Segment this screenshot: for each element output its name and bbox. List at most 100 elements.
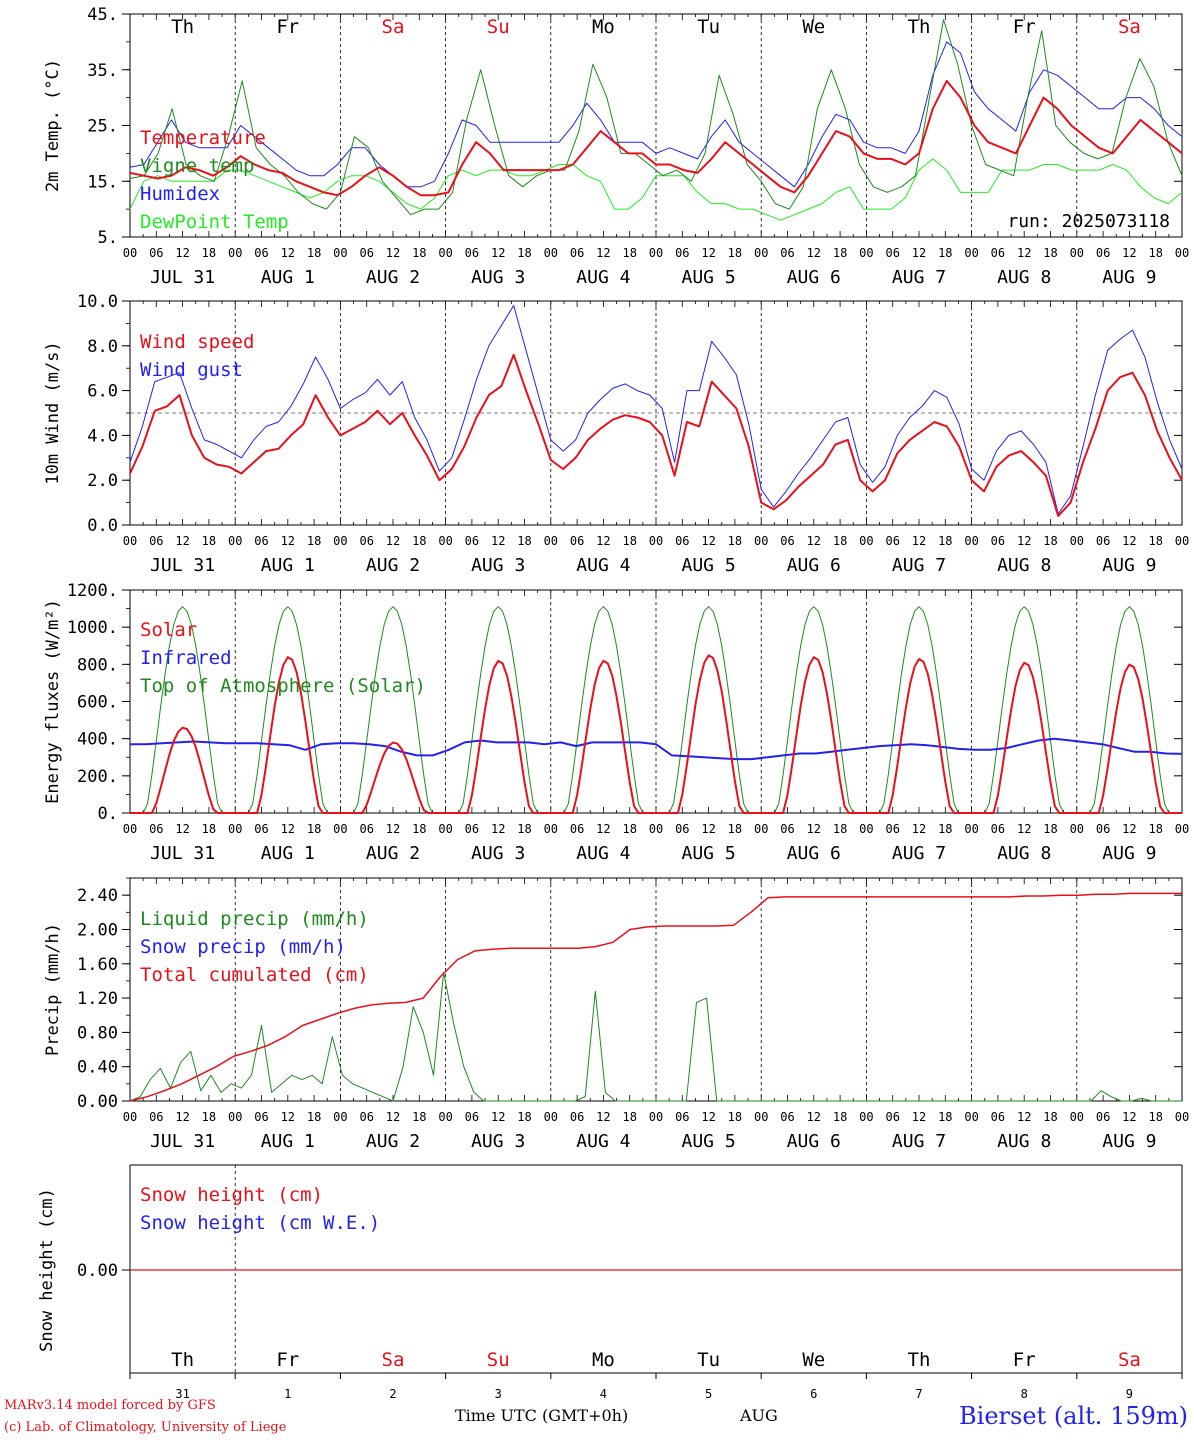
weekday-label: Sa	[382, 16, 405, 38]
hour-tick-label: 06	[1096, 822, 1110, 836]
y-tick-label: 2.0	[87, 471, 118, 491]
hour-tick-label: 18	[622, 1110, 636, 1124]
dewpoint-temp-line	[129, 158, 1183, 221]
hour-tick-label: 00	[228, 1110, 242, 1124]
date-label: AUG 9	[1102, 267, 1156, 288]
weekday-label: Fr	[1013, 1349, 1036, 1371]
hour-tick-label: 18	[202, 534, 216, 548]
hour-tick-label: 12	[912, 822, 926, 836]
y-tick-label: 2.00	[77, 920, 118, 940]
date-label: AUG 6	[787, 1131, 841, 1152]
date-label: AUG 2	[366, 555, 420, 576]
hour-tick-label: 12	[807, 246, 821, 260]
hour-tick-label: 00	[438, 822, 452, 836]
hour-tick-label: 06	[465, 1110, 479, 1124]
hour-tick-label: 12	[912, 534, 926, 548]
hour-tick-label: 12	[386, 1110, 400, 1124]
hour-tick-label: 00	[544, 1110, 558, 1124]
date-label: AUG 7	[892, 267, 946, 288]
weekday-label: Sa	[1118, 1349, 1141, 1371]
hour-tick-label: 12	[596, 822, 610, 836]
hour-tick-label: 18	[728, 1110, 742, 1124]
hour-tick-label: 18	[833, 246, 847, 260]
weekday-label: We	[802, 1349, 825, 1371]
hour-tick-label: 06	[570, 822, 584, 836]
y-tick-label: 35.	[87, 61, 118, 81]
date-label: JUL 31	[150, 555, 215, 576]
legend-entry: Total cumulated (cm)	[140, 964, 369, 986]
hour-tick-label: 06	[254, 822, 268, 836]
vigne-temp-line	[129, 19, 1183, 216]
hour-tick-label: 12	[1122, 534, 1136, 548]
temperature-line	[129, 79, 1183, 197]
weekday-label: Tu	[697, 1349, 720, 1371]
hour-tick-label: 06	[359, 534, 373, 548]
hour-tick-label: 18	[622, 534, 636, 548]
hour-tick-label: 12	[807, 1110, 821, 1124]
hour-tick-label: 06	[885, 534, 899, 548]
hour-tick-label: 00	[123, 822, 137, 836]
weekday-label: Sa	[1118, 16, 1141, 38]
hour-tick-label: 12	[386, 822, 400, 836]
month-label: AUG	[740, 1406, 778, 1425]
weekday-label: Mo	[592, 1349, 615, 1371]
date-label: AUG 8	[997, 1131, 1051, 1152]
hour-tick-label: 00	[1175, 822, 1189, 836]
hour-tick-label: 00	[228, 534, 242, 548]
hour-tick-label: 00	[964, 1110, 978, 1124]
hour-tick-label: 00	[754, 1110, 768, 1124]
hour-tick-label: 00	[1070, 822, 1084, 836]
hour-tick-label: 06	[465, 246, 479, 260]
date-label: AUG 1	[261, 843, 315, 864]
hour-tick-label: 06	[675, 246, 689, 260]
date-label: AUG 2	[366, 1131, 420, 1152]
legend-entry: Snow height (cm W.E.)	[140, 1212, 380, 1234]
date-label: AUG 3	[471, 843, 525, 864]
y-tick-label: 800.	[77, 655, 118, 675]
hour-tick-label: 00	[123, 1110, 137, 1124]
hour-tick-label: 00	[1070, 1110, 1084, 1124]
legend-entry: Snow precip (mm/h)	[140, 936, 346, 958]
hour-tick-label: 00	[754, 822, 768, 836]
hour-tick-label: 06	[780, 534, 794, 548]
hour-tick-label: 06	[570, 1110, 584, 1124]
y-tick-label: 25.	[87, 117, 118, 137]
weekday-label: Fr	[276, 16, 299, 38]
hour-tick-label: 06	[149, 534, 163, 548]
hour-tick-label: 18	[833, 1110, 847, 1124]
panel-3: 0. 200. 400. 600. 800. 1000. 1200.Energy fluxe…	[43, 581, 1189, 864]
hour-tick-label: 06	[149, 1110, 163, 1124]
panel-2: 0.0 2.0 4.0 6.0 8.0 10.0 10m Wind (m/s) 00 06 12 1…	[43, 292, 1189, 576]
date-label: AUG 6	[787, 267, 841, 288]
hour-tick-label: 00	[1175, 534, 1189, 548]
hour-tick-label: 18	[517, 246, 531, 260]
y-tick-label: 15.	[87, 172, 118, 192]
plot-frame	[129, 13, 1183, 238]
date-label: AUG 5	[682, 267, 736, 288]
legend-entry: Top of Atmosphere (Solar)	[140, 675, 426, 697]
date-label: AUG 5	[682, 1131, 736, 1152]
date-label: JUL 31	[150, 843, 215, 864]
hour-tick-label: 00	[859, 822, 873, 836]
wind-speed-line	[129, 353, 1183, 517]
y-tick-label: 1.60	[77, 955, 118, 975]
date-label: AUG 3	[471, 555, 525, 576]
date-label: AUG 4	[576, 843, 630, 864]
y-tick-label: 0.	[98, 804, 118, 824]
plot-frame	[129, 589, 1183, 814]
hour-tick-label: 06	[991, 534, 1005, 548]
date-label: JUL 31	[150, 1131, 215, 1152]
hour-tick-label: 12	[281, 246, 295, 260]
day-number-label: 8	[1021, 1387, 1028, 1400]
day-number-label: 5	[705, 1387, 712, 1400]
hour-tick-label: 06	[780, 1110, 794, 1124]
date-label: AUG 7	[892, 555, 946, 576]
hour-tick-label: 06	[675, 1110, 689, 1124]
y-axis-label: 2m Temp. (°C)	[43, 59, 63, 192]
hour-tick-label: 00	[1070, 534, 1084, 548]
y-tick-label: 1.20	[77, 989, 118, 1009]
hour-tick-label: 00	[964, 246, 978, 260]
hour-tick-label: 18	[1148, 1110, 1162, 1124]
hour-tick-label: 18	[1148, 822, 1162, 836]
day-number-label: 31	[175, 1387, 189, 1400]
